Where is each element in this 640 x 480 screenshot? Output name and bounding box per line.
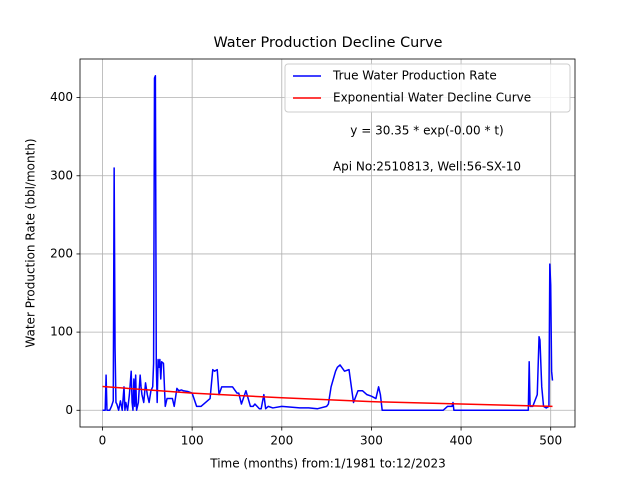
- legend: True Water Production Rate Exponential Wa…: [284, 63, 571, 113]
- y-tick-label: 100: [50, 325, 73, 339]
- x-axis-label: Time (months) from:1/1981 to:12/2023: [209, 457, 446, 471]
- y-tick-label: 200: [50, 246, 73, 260]
- y-tick-label: 0: [65, 403, 73, 417]
- y-tick-label: 300: [50, 168, 73, 182]
- chart-title: Water Production Decline Curve: [213, 35, 442, 51]
- legend-label: Exponential Water Decline Curve: [333, 91, 531, 105]
- x-tick-label: 100: [181, 434, 204, 448]
- annotation: y = 30.35 * exp(-0.00 * t): [350, 124, 503, 138]
- legend-box: [284, 63, 571, 113]
- x-tick-label: 200: [270, 434, 293, 448]
- plot-area: [102, 74, 554, 412]
- data-line: [102, 385, 553, 408]
- axes-frame: [79, 58, 576, 428]
- x-tick-label: 0: [99, 434, 107, 448]
- y-tick-label: 400: [50, 90, 73, 104]
- y-axis-label: Water Production Rate (bbl/month): [24, 138, 38, 347]
- legend-label: True Water Production Rate: [332, 69, 497, 83]
- x-tick-label: 400: [450, 434, 473, 448]
- annotation: Api No:2510813, Well:56-SX-10: [333, 160, 521, 174]
- x-tick-label: 500: [539, 434, 562, 448]
- x-tick-label: 300: [360, 434, 383, 448]
